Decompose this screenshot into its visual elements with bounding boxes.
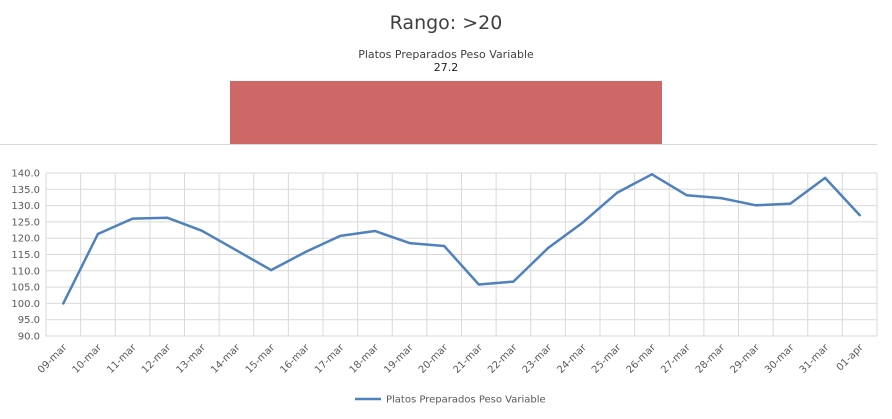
bar-value-label: 27.2 [433, 61, 459, 74]
y-tick-label: 90.0 [18, 332, 40, 343]
data-point [304, 250, 307, 254]
y-tick-label: 125.0 [11, 217, 40, 228]
legend-label: Platos Preparados Peso Variable [386, 395, 546, 406]
data-point [650, 173, 654, 176]
x-tick-label: 14-mar [209, 342, 243, 376]
x-tick-label: 11-mar [105, 342, 139, 376]
x-tick-label: 18-mar [348, 342, 382, 376]
data-point [408, 241, 411, 245]
divider [0, 144, 877, 145]
x-tick-label: 01-apr [835, 342, 867, 374]
data-point [823, 176, 827, 180]
x-tick-label: 15-mar [244, 342, 278, 376]
x-tick-label: 13-mar [174, 342, 208, 376]
x-tick-label: 21-mar [451, 342, 485, 376]
x-tick-label: 16-mar [278, 342, 312, 376]
data-point [131, 217, 134, 220]
bar-category-label: Platos Preparados Peso Variable [358, 48, 534, 61]
x-tick-label: 25-mar [590, 342, 624, 376]
y-tick-label: 95.0 [18, 315, 40, 326]
x-tick-label: 17-mar [313, 342, 347, 376]
y-tick-label: 130.0 [11, 201, 40, 212]
data-point [96, 232, 100, 236]
data-point [546, 246, 550, 250]
data-point [754, 204, 758, 207]
y-tick-label: 140.0 [11, 169, 40, 180]
y-tick-label: 110.0 [11, 266, 40, 277]
data-point [339, 234, 342, 238]
data-point [62, 302, 65, 305]
x-tick-label: 20-mar [417, 342, 451, 376]
x-tick-label: 19-mar [382, 342, 416, 376]
x-tick-label: 09-mar [36, 342, 70, 376]
x-tick-label: 12-mar [140, 342, 174, 376]
data-point [512, 280, 515, 283]
y-tick-label: 100.0 [11, 299, 40, 310]
chart-title: Rango: >20 [389, 12, 503, 34]
data-point [269, 268, 273, 272]
x-tick-label: 27-mar [659, 342, 693, 376]
x-tick-label: 30-mar [763, 342, 797, 376]
x-tick-label: 31-mar [798, 342, 832, 376]
x-tick-label: 24-mar [555, 342, 589, 376]
series-line [62, 173, 861, 305]
x-tick-label: 10-mar [71, 342, 105, 376]
data-point [685, 193, 688, 197]
x-tick-label: 22-mar [486, 342, 520, 376]
data-point [165, 216, 169, 219]
data-point [719, 196, 723, 200]
bar-mark [230, 81, 662, 144]
y-tick-label: 135.0 [11, 185, 40, 196]
data-point [200, 229, 204, 232]
data-point [442, 244, 446, 248]
x-tick-label: 29-mar [728, 342, 762, 376]
y-tick-label: 105.0 [11, 283, 40, 294]
y-tick-label: 120.0 [11, 234, 40, 245]
data-point [581, 221, 584, 224]
x-tick-label: 23-mar [521, 342, 555, 376]
data-point [373, 229, 377, 233]
x-tick-label: 26-mar [625, 342, 659, 376]
y-tick-label: 115.0 [11, 250, 40, 261]
data-point [477, 283, 481, 286]
data-point [235, 249, 238, 252]
x-tick-label: 28-mar [694, 342, 728, 376]
data-point [789, 202, 792, 205]
data-point [858, 213, 861, 217]
data-point [616, 191, 619, 194]
